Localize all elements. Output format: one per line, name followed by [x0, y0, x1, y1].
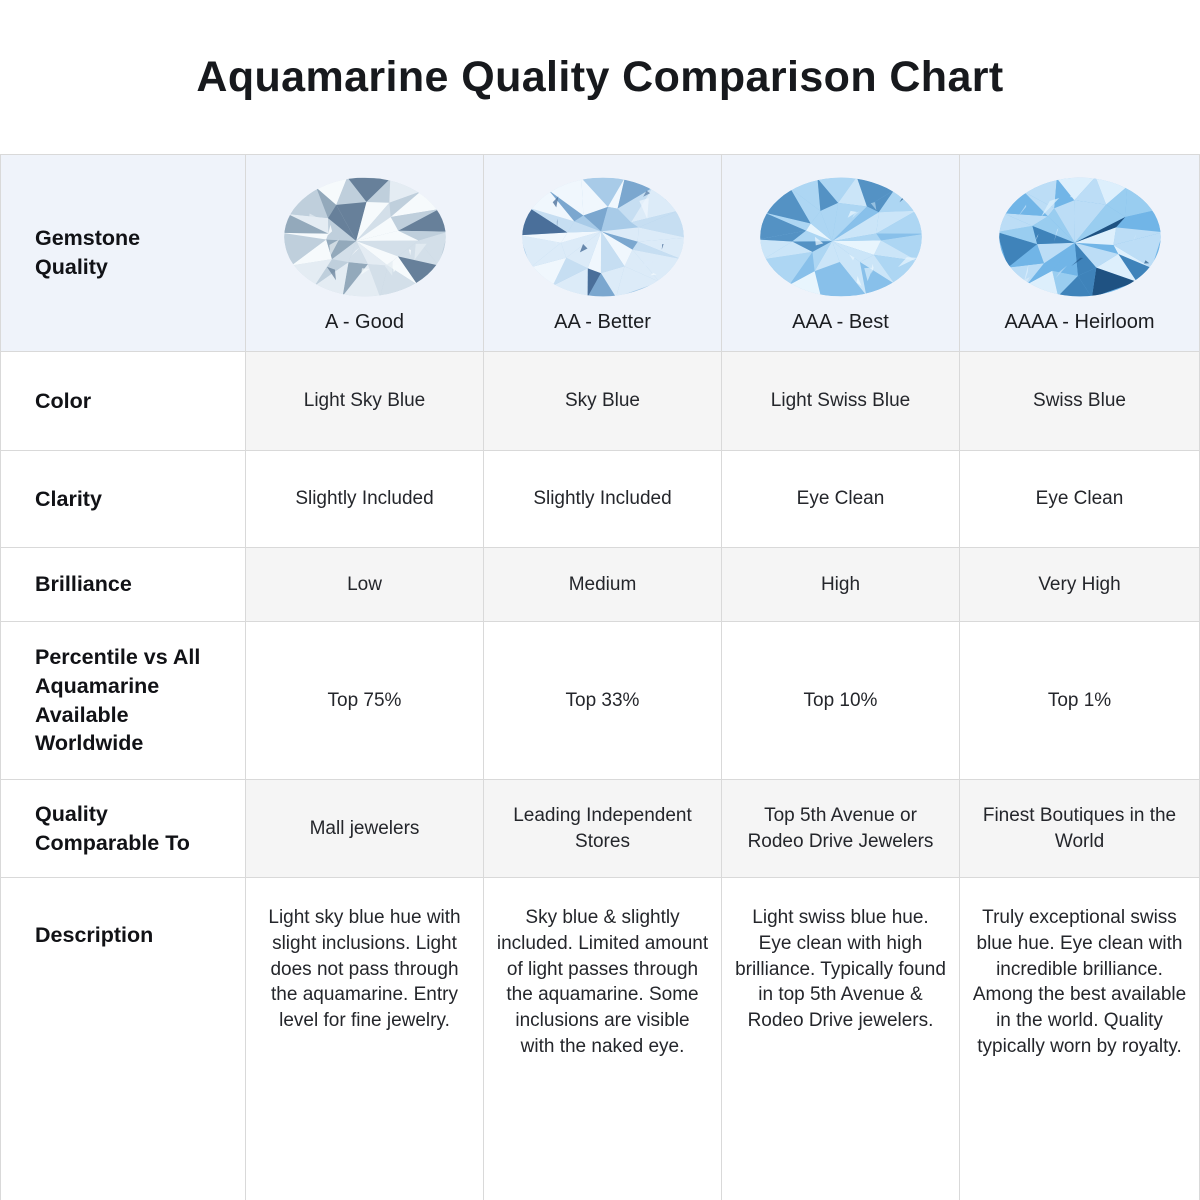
row-percentile: Percentile vs All Aquamarine Available W…	[1, 622, 1199, 780]
cell-description-3: Truly exceptional swiss blue hue. Eye cl…	[960, 878, 1199, 1200]
grade-label: AAAA - Heirloom	[1004, 311, 1155, 333]
cell-percentile-0: Top 75%	[246, 622, 484, 779]
page-header: Aquamarine Quality Comparison Chart	[0, 0, 1200, 154]
page-title: Aquamarine Quality Comparison Chart	[196, 52, 1004, 101]
gem-cell-aaaa-heirloom: AAAA - Heirloom	[960, 155, 1199, 351]
row-label-brilliance: Brilliance	[1, 548, 246, 621]
cell-color-3: Swiss Blue	[960, 352, 1199, 450]
grade-label: AA - Better	[554, 311, 651, 333]
cell-comparable-0: Mall jewelers	[246, 780, 484, 877]
cell-description-1: Sky blue & slightly included. Limited am…	[484, 878, 722, 1200]
grade-label: AAA - Best	[792, 311, 889, 333]
cell-clarity-2: Eye Clean	[722, 451, 960, 547]
row-label-description: Description	[1, 878, 246, 1200]
cell-comparable-1: Leading Independent Stores	[484, 780, 722, 877]
aquamarine-gem-image	[520, 176, 686, 298]
cell-description-2: Light swiss blue hue. Eye clean with hig…	[722, 878, 960, 1200]
cell-clarity-1: Slightly Included	[484, 451, 722, 547]
comparison-table: Gemstone Quality A - Good AA - Better AA…	[0, 154, 1200, 1200]
row-clarity: Clarity Slightly Included Slightly Inclu…	[1, 451, 1199, 548]
row-label-clarity: Clarity	[1, 451, 246, 547]
cell-color-1: Sky Blue	[484, 352, 722, 450]
row-color: Color Light Sky Blue Sky Blue Light Swis…	[1, 352, 1199, 451]
aquamarine-gem-image	[282, 176, 448, 298]
cell-comparable-2: Top 5th Avenue or Rodeo Drive Jewelers	[722, 780, 960, 877]
cell-brilliance-1: Medium	[484, 548, 722, 621]
cell-comparable-3: Finest Boutiques in the World	[960, 780, 1199, 877]
cell-color-2: Light Swiss Blue	[722, 352, 960, 450]
cell-brilliance-0: Low	[246, 548, 484, 621]
row-brilliance: Brilliance Low Medium High Very High	[1, 548, 1199, 622]
row-label-percentile: Percentile vs All Aquamarine Available W…	[1, 622, 246, 779]
gem-cell-a-good: A - Good	[246, 155, 484, 351]
row-label-gemstone-quality: Gemstone Quality	[1, 155, 246, 351]
cell-percentile-2: Top 10%	[722, 622, 960, 779]
cell-brilliance-3: Very High	[960, 548, 1199, 621]
cell-color-0: Light Sky Blue	[246, 352, 484, 450]
cell-percentile-3: Top 1%	[960, 622, 1199, 779]
cell-brilliance-2: High	[722, 548, 960, 621]
row-description: Description Light sky blue hue with slig…	[1, 878, 1199, 1200]
row-label-color: Color	[1, 352, 246, 450]
cell-clarity-3: Eye Clean	[960, 451, 1199, 547]
aquamarine-gem-image	[997, 176, 1163, 298]
row-label-comparable: Quality Comparable To	[1, 780, 246, 877]
row-gemstone-quality: Gemstone Quality A - Good AA - Better AA…	[1, 155, 1199, 352]
gem-cell-aaa-best: AAA - Best	[722, 155, 960, 351]
aquamarine-gem-image	[758, 176, 924, 298]
cell-percentile-1: Top 33%	[484, 622, 722, 779]
gem-cell-aa-better: AA - Better	[484, 155, 722, 351]
row-comparable: Quality Comparable To Mall jewelers Lead…	[1, 780, 1199, 878]
cell-clarity-0: Slightly Included	[246, 451, 484, 547]
cell-description-0: Light sky blue hue with slight inclusion…	[246, 878, 484, 1200]
grade-label: A - Good	[325, 311, 404, 333]
